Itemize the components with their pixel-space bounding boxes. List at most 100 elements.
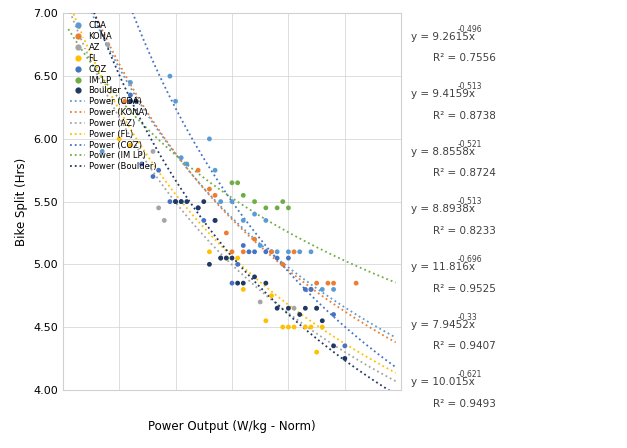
Point: [193, 167, 203, 174]
Point: [283, 204, 293, 211]
Point: [216, 254, 226, 262]
Point: [238, 286, 248, 293]
Text: -0.33: -0.33: [458, 313, 477, 322]
Point: [255, 298, 265, 306]
Text: y = 8.8938x: y = 8.8938x: [411, 204, 475, 215]
Point: [182, 198, 192, 205]
Point: [317, 286, 327, 293]
Point: [221, 254, 231, 262]
Point: [306, 286, 316, 293]
Point: [272, 254, 282, 262]
Text: R² = 0.7556: R² = 0.7556: [433, 53, 495, 63]
Point: [131, 98, 141, 105]
Point: [329, 280, 339, 287]
Point: [227, 254, 237, 262]
Point: [103, 41, 113, 48]
Point: [312, 305, 322, 312]
Point: [227, 280, 237, 287]
Point: [272, 305, 282, 312]
Point: [125, 142, 135, 149]
Point: [131, 98, 141, 105]
Point: [312, 280, 322, 287]
Point: [165, 73, 175, 80]
Point: [159, 217, 169, 224]
Point: [193, 204, 203, 211]
Point: [171, 198, 181, 205]
Point: [250, 248, 260, 255]
Text: y = 9.2615x: y = 9.2615x: [411, 32, 475, 42]
Point: [266, 292, 277, 299]
Point: [210, 167, 220, 174]
Text: -0.513: -0.513: [458, 198, 482, 207]
Point: [233, 280, 243, 287]
Point: [171, 98, 181, 105]
Point: [317, 317, 327, 324]
Point: [323, 280, 333, 287]
Point: [300, 323, 310, 331]
Point: [210, 217, 220, 224]
Point: [289, 305, 299, 312]
Point: [125, 98, 135, 105]
Point: [255, 242, 265, 249]
Point: [125, 79, 135, 86]
Text: -0.621: -0.621: [458, 370, 482, 379]
Point: [329, 311, 339, 318]
Point: [238, 248, 248, 255]
Point: [97, 148, 107, 155]
Point: [204, 185, 214, 193]
Point: [283, 323, 293, 331]
Point: [306, 248, 316, 255]
Point: [227, 248, 237, 255]
Point: [125, 91, 135, 99]
Point: [176, 198, 186, 205]
Text: y = 7.9452x: y = 7.9452x: [411, 320, 475, 330]
Text: -0.496: -0.496: [458, 25, 482, 34]
Point: [300, 305, 310, 312]
Point: [154, 204, 164, 211]
Point: [266, 248, 277, 255]
Point: [227, 198, 237, 205]
Point: [283, 248, 293, 255]
Point: [238, 217, 248, 224]
Text: R² = 0.8724: R² = 0.8724: [433, 168, 495, 178]
Text: R² = 0.9525: R² = 0.9525: [433, 284, 495, 293]
Point: [250, 273, 260, 280]
Point: [176, 154, 186, 161]
Point: [233, 179, 243, 186]
Point: [278, 261, 288, 268]
Point: [317, 323, 327, 331]
Point: [233, 254, 243, 262]
Point: [227, 179, 237, 186]
Point: [278, 323, 288, 331]
Point: [199, 217, 209, 224]
Point: [278, 198, 288, 205]
Point: [261, 204, 271, 211]
Text: -0.696: -0.696: [458, 255, 482, 264]
Point: [238, 192, 248, 199]
Point: [295, 248, 305, 255]
Point: [272, 204, 282, 211]
Point: [193, 204, 203, 211]
Point: [216, 254, 226, 262]
Point: [148, 148, 158, 155]
Point: [165, 198, 175, 205]
Point: [312, 305, 322, 312]
Point: [221, 229, 231, 237]
Text: y = 8.8558x: y = 8.8558x: [411, 147, 475, 157]
Point: [204, 261, 214, 268]
Point: [261, 280, 271, 287]
Text: y = 11.816x: y = 11.816x: [411, 262, 475, 272]
Point: [261, 317, 271, 324]
Text: y = 9.4159x: y = 9.4159x: [411, 89, 475, 99]
Point: [137, 160, 147, 168]
Point: [312, 349, 322, 356]
Point: [114, 135, 124, 142]
Point: [125, 98, 135, 105]
Point: [266, 248, 277, 255]
Point: [340, 355, 350, 362]
Point: [244, 248, 254, 255]
Point: [250, 211, 260, 218]
Point: [329, 286, 339, 293]
Text: R² = 0.9407: R² = 0.9407: [433, 341, 495, 351]
Point: [221, 254, 231, 262]
